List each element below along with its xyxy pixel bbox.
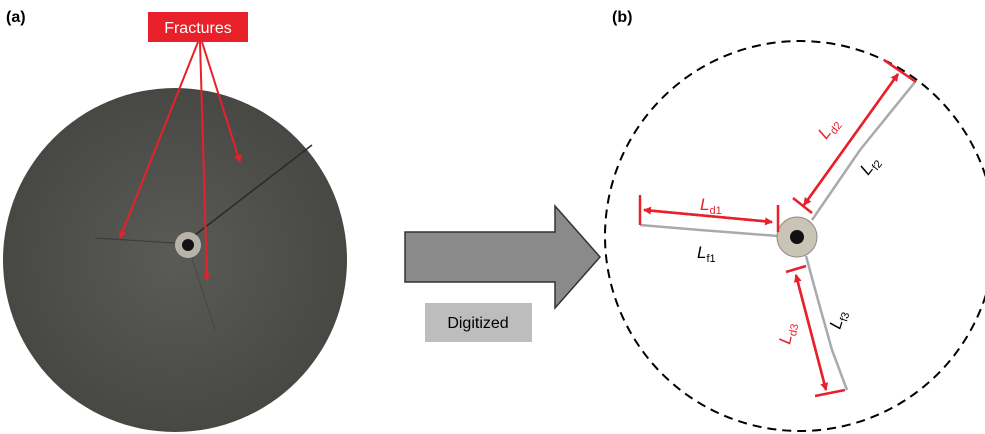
fracture-label: Lf3 xyxy=(826,308,853,333)
borehole xyxy=(182,239,194,251)
dimension-label: Ld1 xyxy=(700,195,722,217)
rock-disk xyxy=(3,88,347,432)
symbol: L xyxy=(697,243,706,262)
symbol: L xyxy=(700,195,709,214)
dimension-label: Ld3 xyxy=(775,321,801,347)
callout-text: Fractures xyxy=(164,20,232,37)
panel-label: (b) xyxy=(612,9,632,26)
dimension-label: Ld2 xyxy=(814,114,845,145)
subscript: d3 xyxy=(787,323,801,337)
fracture-label: Lf2 xyxy=(856,152,885,180)
digitize-arrow xyxy=(405,206,600,308)
subscript: f1 xyxy=(706,253,715,265)
figure: (a) Fractures Digitized (b) Ld1 Ld2 xyxy=(0,0,985,434)
fracture-label: Lf1 xyxy=(697,243,716,265)
borehole xyxy=(790,230,804,244)
subscript: d1 xyxy=(709,205,721,217)
panel-label: (a) xyxy=(6,9,26,26)
digitized-text: Digitized xyxy=(447,315,508,332)
